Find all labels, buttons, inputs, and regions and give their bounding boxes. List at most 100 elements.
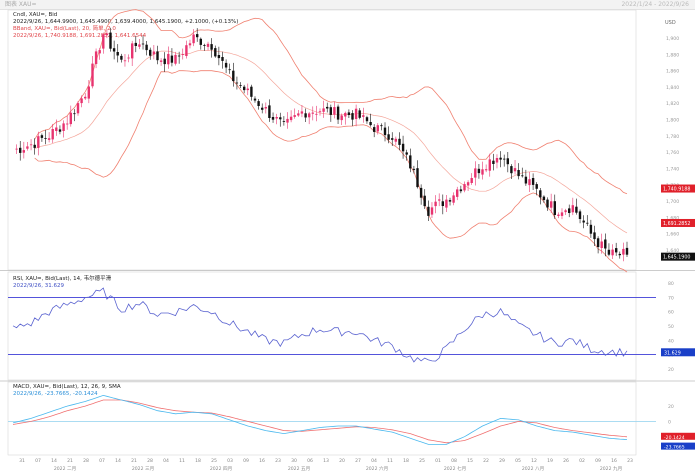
last-price-tag: 1,645.1900	[663, 255, 690, 261]
x-day-tick-label: 07	[35, 458, 41, 464]
candle-body	[243, 86, 246, 91]
candle-body	[192, 34, 195, 44]
candle-body	[228, 69, 231, 71]
candle-body	[398, 138, 401, 145]
x-month-tick-label: 2022 四月	[210, 466, 232, 472]
x-day-tick-label: 13	[323, 458, 329, 464]
x-day-tick-label: 04	[163, 458, 169, 464]
candle-body	[615, 248, 618, 253]
candle-body	[575, 206, 578, 213]
candle-body	[445, 199, 448, 208]
candle-body	[463, 184, 466, 191]
x-day-tick-label: 25	[211, 458, 217, 464]
macd-ytick-label: 0	[668, 419, 671, 425]
x-month-tick-label: 2022 九月	[600, 465, 622, 472]
x-day-tick-label: 30	[291, 458, 297, 464]
candle-body	[582, 220, 585, 223]
bband-lower-line	[34, 70, 628, 273]
candle-body	[340, 115, 343, 121]
candle-body	[214, 48, 217, 57]
price-ytick-label: 1,820	[666, 101, 679, 107]
candle-body	[185, 45, 188, 56]
candle-body	[401, 143, 405, 152]
x-day-tick-label: 27	[355, 458, 361, 464]
candle-body	[416, 168, 419, 188]
x-day-tick-label: 12	[531, 458, 537, 464]
candle-body	[427, 206, 430, 216]
candle-body	[326, 106, 329, 109]
x-day-tick-label: 25	[419, 458, 425, 464]
candle-body	[611, 249, 614, 256]
x-day-tick-label: 23	[275, 458, 281, 464]
x-day-tick-label: 05	[515, 458, 521, 464]
candle-body	[308, 113, 311, 118]
x-month-tick-label: 2022 三月	[132, 466, 154, 472]
bband-legend-line1: BBand, XAU=, Bid(Last), 20, 简单, 2.0	[13, 26, 116, 32]
candle-body	[268, 105, 271, 118]
candle-body	[380, 125, 383, 127]
x-day-tick-label: 16	[611, 458, 617, 464]
macd-legend-line1: MACD, XAU=, Bid(Last), 12, 26, 9, SMA	[13, 384, 121, 390]
candle-body	[47, 138, 51, 140]
window-title: 图表 XAU=	[5, 1, 37, 8]
candle-body	[138, 44, 141, 47]
x-day-tick-label: 29	[499, 458, 505, 464]
x-day-tick-label: 21	[67, 458, 73, 464]
price-ytick-label: 1,660	[666, 232, 679, 238]
candle-body	[622, 248, 625, 255]
candle-body	[362, 115, 365, 117]
macd-ytick-label: 20	[668, 404, 674, 410]
candle-body	[488, 159, 491, 171]
candle-body	[149, 49, 152, 56]
candle-body	[452, 195, 455, 203]
x-day-tick-label: 14	[51, 458, 57, 464]
candle-body	[506, 158, 509, 165]
candle-body	[199, 38, 202, 45]
candle-body	[394, 138, 397, 142]
candle-body	[102, 34, 105, 49]
candle-body	[318, 111, 322, 113]
x-day-tick-label: 07	[99, 458, 105, 464]
candle-body	[91, 63, 94, 87]
candle-body	[474, 168, 477, 178]
price-ytick-label: 1,800	[666, 118, 679, 124]
rsi-value-tag: 31.629	[664, 350, 681, 356]
candle-body	[221, 57, 224, 61]
price-panel-frame	[7, 9, 637, 271]
candle-body	[560, 212, 564, 216]
x-day-tick-label: 21	[131, 458, 137, 464]
last-price-tag-bg	[661, 252, 695, 261]
candle-body	[329, 107, 332, 115]
candle-body	[466, 182, 470, 186]
candle-body	[282, 121, 286, 122]
candle-body	[76, 103, 80, 114]
candle-body	[29, 144, 33, 146]
candle-body	[44, 138, 47, 139]
candle-body	[246, 88, 249, 91]
candle-body	[232, 70, 235, 82]
candle-body	[66, 123, 69, 125]
x-day-tick-label: 26	[563, 458, 569, 464]
price-ytick-label: 1,640	[666, 248, 679, 254]
rsi-ytick-label: 60	[668, 310, 674, 316]
x-month-tick-label: 2022 二月	[54, 466, 76, 472]
candle-body	[528, 179, 531, 186]
candle-body	[206, 43, 210, 47]
bband-middle-line	[34, 49, 628, 234]
candle-body	[351, 113, 354, 120]
x-day-tick-label: 04	[371, 458, 377, 464]
candle-body	[188, 43, 192, 46]
candle-body	[383, 127, 387, 136]
candle-body	[438, 199, 441, 201]
x-day-tick-label: 31	[19, 458, 25, 464]
bband-legend-line2: 2022/9/26, 1,740.9188, 1,691.2852, 1,641…	[13, 33, 147, 39]
candle-body	[596, 238, 600, 247]
candle-body	[459, 189, 463, 192]
candle-body	[55, 127, 58, 131]
candle-body	[15, 148, 18, 150]
x-day-tick-label: 18	[195, 458, 201, 464]
candle-body	[177, 55, 181, 57]
x-day-tick-label: 18	[403, 458, 409, 464]
price-ytick-label: 1,880	[666, 52, 679, 58]
